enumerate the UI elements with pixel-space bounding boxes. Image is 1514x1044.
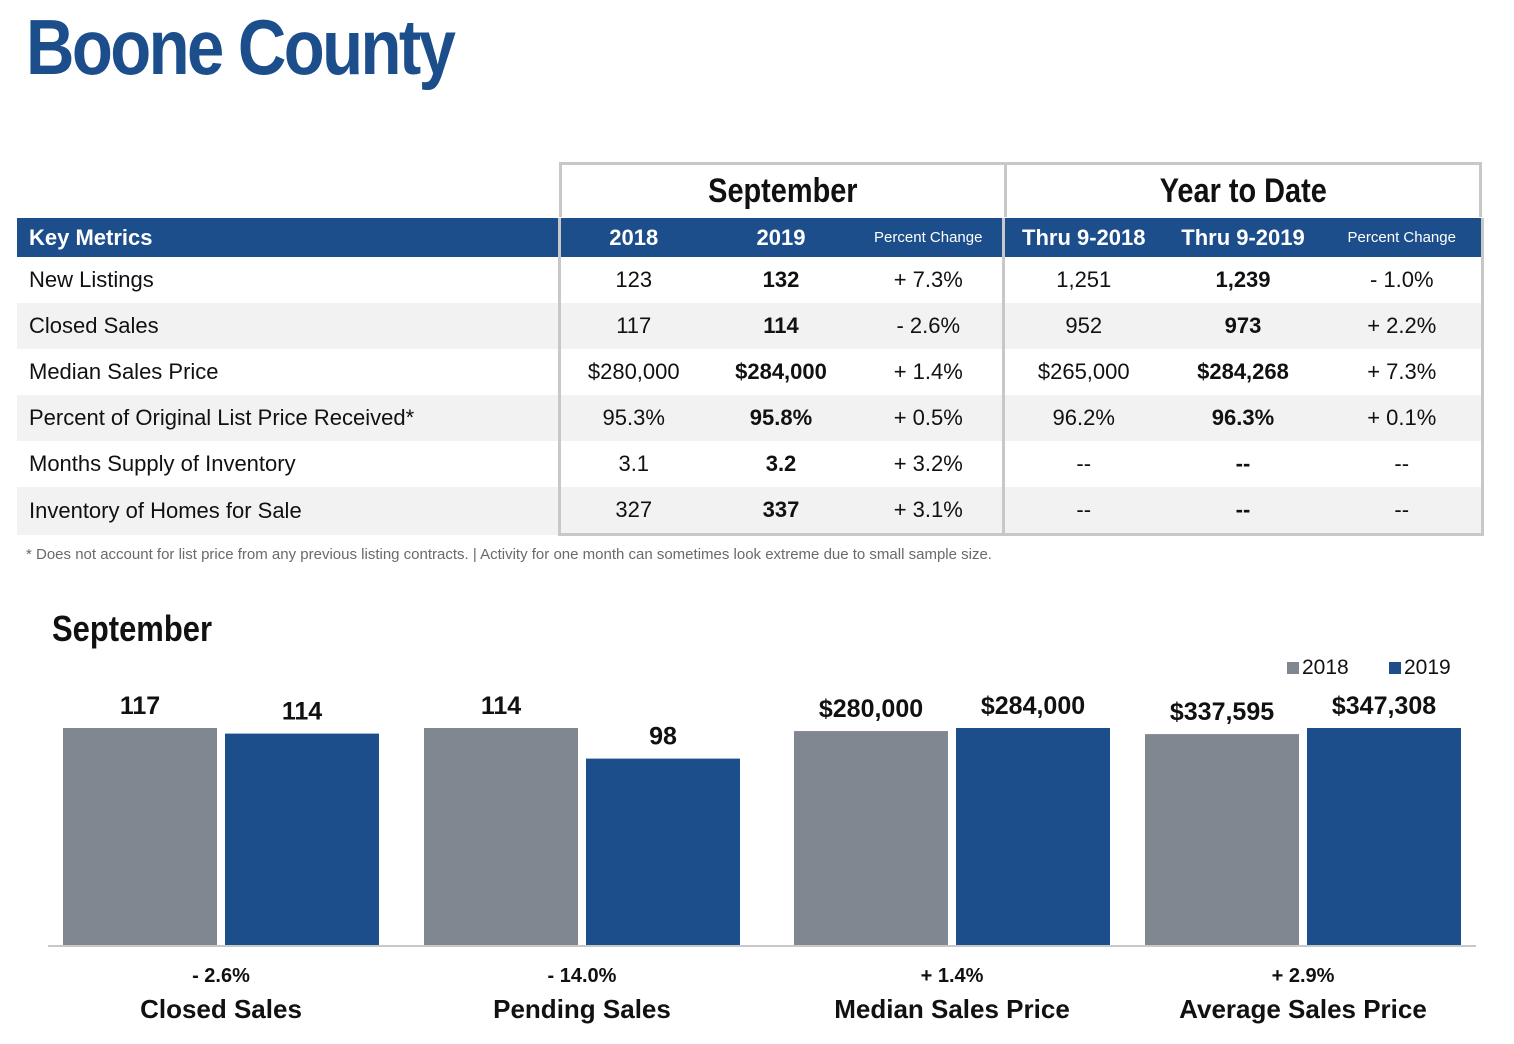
cell-value: - 1.0% (1323, 257, 1484, 303)
cell-value: $284,268 (1197, 359, 1289, 384)
column-header: Thru 9-2018 (1001, 218, 1163, 257)
cell-value: + 3.1% (855, 487, 1003, 536)
category-label: Average Sales Price (1179, 994, 1427, 1024)
data-label: 117 (120, 692, 160, 720)
cell-value: 95.8% (707, 395, 855, 441)
table-row: Months Supply of Inventory 3.1 3.2 + 3.2… (17, 441, 1484, 487)
cell-value: - 2.6% (855, 303, 1003, 349)
table-row: Percent of Original List Price Received*… (17, 395, 1484, 441)
bar-2019 (956, 728, 1110, 946)
percent-change-label: - 2.6% (192, 965, 250, 987)
metric-name: Inventory of Homes for Sale (17, 487, 559, 535)
cell-value: 973 (1163, 303, 1323, 349)
page-title: Boone County (26, 3, 456, 91)
table-row: Median Sales Price $280,000 $284,000 + 1… (17, 349, 1484, 395)
cell-value: -- (1001, 487, 1163, 536)
cell-value: 117 (557, 303, 707, 349)
cell-value: $280,000 (557, 349, 707, 395)
percent-change-label: + 1.4% (921, 965, 984, 987)
data-label: 114 (481, 692, 521, 720)
metric-name: Closed Sales (17, 303, 559, 349)
metric-name: Months Supply of Inventory (29, 451, 296, 476)
legend-swatch-2018 (1287, 662, 1299, 674)
table-header-row: Key Metrics 2018 2019 Percent Change Thr… (17, 218, 1484, 257)
data-label: $280,000 (819, 695, 923, 723)
column-header: Key Metrics (17, 218, 559, 257)
metric-name: New Listings (29, 267, 154, 292)
cell-value: -- (1163, 487, 1323, 536)
column-header: Percent Change (1323, 218, 1484, 257)
bar-2019 (225, 733, 379, 946)
column-header: 2018 (557, 218, 707, 257)
bar-2018 (63, 728, 217, 946)
chart-title: September (52, 608, 213, 649)
data-label: $337,595 (1170, 698, 1274, 726)
cell-value: + 7.3% (893, 267, 963, 292)
column-header: 2019 (707, 218, 855, 257)
cell-value: -- (1235, 451, 1251, 476)
metric-name: Median Sales Price (29, 359, 219, 384)
legend-item-2019: 2019 (1389, 656, 1451, 680)
cell-value: 1,251 (1001, 257, 1163, 303)
group-header-month: September (559, 162, 1007, 217)
footnote: * Does not account for list price from a… (26, 546, 992, 563)
cell-value: 3.2 (765, 451, 797, 476)
column-header: Percent Change (855, 218, 1003, 257)
cell-value: $265,000 (1001, 349, 1163, 395)
cell-value: + 0.1% (1323, 395, 1484, 441)
category-label: Pending Sales (493, 994, 671, 1024)
cell-value: + 7.3% (1323, 349, 1484, 395)
legend-label: 2018 (1302, 656, 1349, 679)
cell-value: 952 (1001, 303, 1163, 349)
key-metrics-table: Key Metrics 2018 2019 Percent Change Thr… (17, 218, 1484, 536)
data-label: 114 (282, 698, 322, 726)
data-label: $347,308 (1332, 692, 1436, 720)
cell-value: -- (1323, 441, 1484, 487)
legend-item-2018: 2018 (1287, 656, 1349, 680)
cell-value: 114 (707, 303, 855, 349)
bar-2019 (1307, 728, 1461, 946)
cell-value: 3.1 (557, 441, 707, 487)
cell-value: 327 (557, 487, 707, 536)
cell-value: $284,000 (735, 359, 827, 384)
cell-value: 1,239 (1215, 267, 1271, 292)
cell-value: 337 (707, 487, 855, 536)
category-label: Closed Sales (140, 994, 302, 1024)
table-row: New Listings 123 132 + 7.3% 1,251 1,239 … (17, 257, 1484, 303)
percent-change-label: - 14.0% (548, 965, 617, 987)
cell-value: + 3.2% (893, 451, 963, 476)
percent-change-label: + 2.9% (1272, 965, 1335, 987)
cell-value: + 2.2% (1323, 303, 1484, 349)
cell-value: 123 (557, 257, 707, 303)
bar-2018 (794, 731, 948, 946)
table-row: Closed Sales 117 114 - 2.6% 952 973 + 2.… (17, 303, 1484, 349)
bar-2018 (1145, 734, 1299, 946)
legend-swatch-2019 (1389, 662, 1401, 674)
legend-label: 2019 (1404, 656, 1451, 679)
category-label: Median Sales Price (834, 994, 1070, 1024)
cell-value: + 0.5% (855, 395, 1003, 441)
cell-value: -- (1001, 441, 1163, 487)
data-label: 98 (649, 723, 677, 751)
table-row: Inventory of Homes for Sale 327 337 + 3.… (17, 487, 1484, 536)
cell-value: 96.2% (1001, 395, 1163, 441)
cell-value: 132 (762, 267, 800, 292)
group-header-ytd: Year to Date (1004, 162, 1482, 217)
bar-2018 (424, 728, 578, 946)
column-header: Thru 9-2019 (1163, 218, 1323, 257)
cell-value: -- (1323, 487, 1484, 536)
bar-2019 (586, 758, 740, 946)
cell-value: 95.3% (557, 395, 707, 441)
metric-name: Percent of Original List Price Received* (17, 395, 559, 441)
data-label: $284,000 (981, 692, 1085, 720)
cell-value: + 1.4% (893, 359, 963, 384)
cell-value: 96.3% (1163, 395, 1323, 441)
